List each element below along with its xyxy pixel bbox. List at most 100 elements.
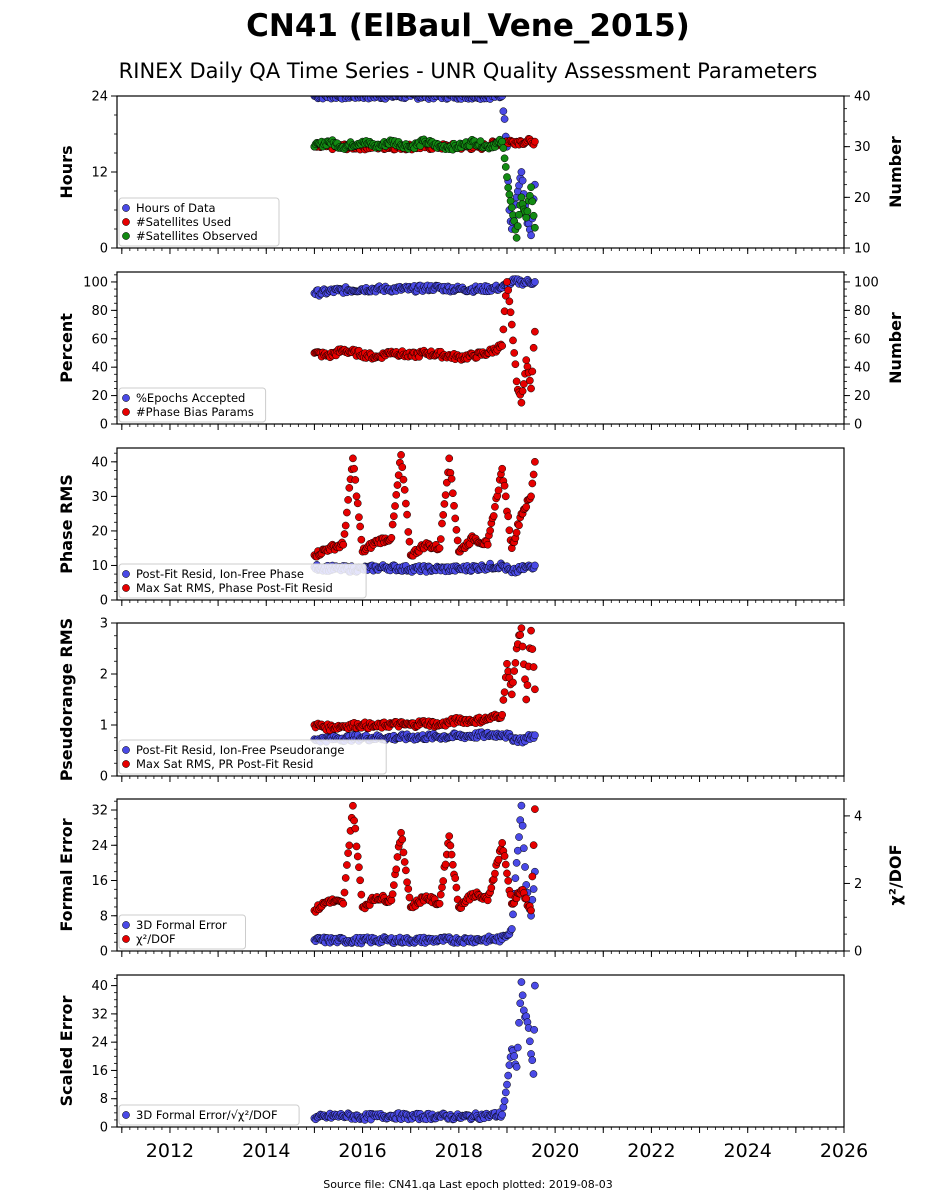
y-right-axis-label: χ²/DOF: [886, 845, 905, 906]
panel-pseudorange_rms: 0 1 2 3 Pseudorange RMS Post-Fit Resid, Ion-F…: [57, 617, 845, 785]
legend-box: [118, 914, 246, 950]
data-point-blue: [528, 1056, 537, 1065]
data-point-red: [518, 642, 527, 651]
data-point-red: [528, 872, 537, 881]
panel-frame: [116, 974, 845, 1128]
legend-marker: [122, 232, 130, 240]
data-point-red: [512, 528, 521, 537]
data-point-blue: [531, 278, 539, 286]
data-point-green: [531, 223, 539, 232]
data-point-red: [491, 502, 499, 511]
y-tick-label: 10: [91, 559, 108, 574]
y-tick-label: 60: [91, 332, 108, 347]
panel-frame: [116, 95, 845, 249]
data-point-red: [510, 667, 519, 675]
legend-marker: [122, 921, 130, 929]
y-tick-label: 12: [91, 166, 108, 181]
data-point-red: [531, 805, 539, 813]
data-point-red: [388, 520, 397, 529]
x-tick-label: 2016: [338, 1140, 386, 1162]
panel-data: [310, 624, 539, 747]
data-point-red: [531, 457, 539, 466]
data-point-red: [522, 894, 531, 903]
y-axis-label: Scaled Error: [57, 996, 76, 1107]
legend: 3D Formal Error/√χ²/DOF: [118, 1104, 300, 1126]
data-point-red: [522, 503, 531, 511]
y-tick-label: 80: [91, 304, 108, 319]
legend: Hours of Data#Satellites Used#Satellites…: [118, 197, 280, 247]
panel-frame: [116, 622, 845, 777]
data-point-red: [404, 528, 413, 536]
y-tick-label: 8: [100, 909, 108, 924]
data-point-blue: [517, 168, 526, 176]
data-point-blue: [530, 1025, 539, 1034]
x-tick-label: 2018: [435, 1140, 483, 1162]
data-point-red: [350, 816, 358, 825]
data-point-red: [393, 853, 402, 861]
data-point-blue: [517, 978, 526, 986]
panel-data: [310, 801, 539, 948]
y-tick-label: 20: [91, 524, 108, 539]
panel-data: [310, 451, 539, 577]
data-point-blue: [500, 1096, 509, 1105]
data-point-blue: [527, 1050, 535, 1058]
y-tick-label: 1: [100, 719, 108, 734]
data-point-red: [505, 526, 514, 535]
data-point-red: [501, 492, 510, 501]
data-point-blue: [500, 115, 509, 123]
data-point-green: [528, 197, 537, 206]
data-point-red: [389, 881, 398, 889]
legend-label: Post-Fit Resid, Ion-Free Pseudorange: [136, 743, 344, 757]
data-point-red: [451, 514, 460, 523]
figure-title: CN41 (ElBaul_Vene_2015): [246, 8, 690, 44]
data-point-blue: [503, 1080, 511, 1089]
legend-box: [118, 387, 267, 423]
data-point-blue: [512, 859, 521, 867]
data-point-blue: [518, 821, 527, 830]
legend-label: %Epochs Accepted: [136, 391, 245, 405]
data-point-red: [352, 842, 361, 851]
data-point-red: [436, 890, 445, 899]
y-right-tick-label: 80: [854, 304, 871, 319]
data-point-red: [529, 470, 538, 479]
panel-data: [310, 96, 539, 242]
legend-label: #Satellites Used: [136, 215, 231, 229]
data-point-blue: [515, 1018, 523, 1027]
data-point-red: [510, 349, 519, 357]
data-point-red: [403, 510, 411, 519]
y-axis-label: Phase RMS: [57, 474, 76, 574]
data-point-blue: [498, 1110, 507, 1119]
data-point-red: [399, 475, 408, 484]
data-point-red: [356, 522, 364, 531]
data-point-red: [352, 492, 361, 501]
panel-phase_rms: 0 10 20 30 40 Phase RMS Post-Fit Resid, Ion-Fr…: [57, 447, 845, 609]
data-point-blue: [499, 1103, 508, 1112]
data-point-red: [500, 481, 509, 490]
data-point-blue: [519, 844, 528, 853]
data-point-red: [498, 839, 507, 847]
data-point-red: [389, 512, 398, 521]
data-point-red: [511, 360, 520, 369]
data-point-red: [397, 451, 405, 459]
y-right-axis-label: Number: [886, 312, 905, 384]
data-point-green: [507, 203, 516, 212]
data-point-red: [451, 874, 460, 883]
legend-marker: [122, 935, 130, 943]
data-point-red: [446, 841, 455, 850]
y-right-tick-label: 20: [854, 389, 871, 404]
legend-marker: [122, 394, 130, 402]
data-point-blue: [504, 1071, 513, 1080]
data-point-red: [447, 474, 456, 483]
legend-marker: [122, 584, 130, 592]
data-point-green: [512, 234, 521, 242]
x-tick-label: 2026: [820, 1140, 868, 1162]
data-point-red: [528, 645, 537, 653]
data-point-red: [503, 869, 511, 878]
panel-frame: [116, 447, 845, 601]
data-point-red: [505, 297, 514, 306]
data-point-red: [483, 540, 492, 549]
data-point-red: [527, 906, 535, 915]
data-point-red: [529, 841, 538, 849]
data-point-blue: [501, 1088, 510, 1097]
